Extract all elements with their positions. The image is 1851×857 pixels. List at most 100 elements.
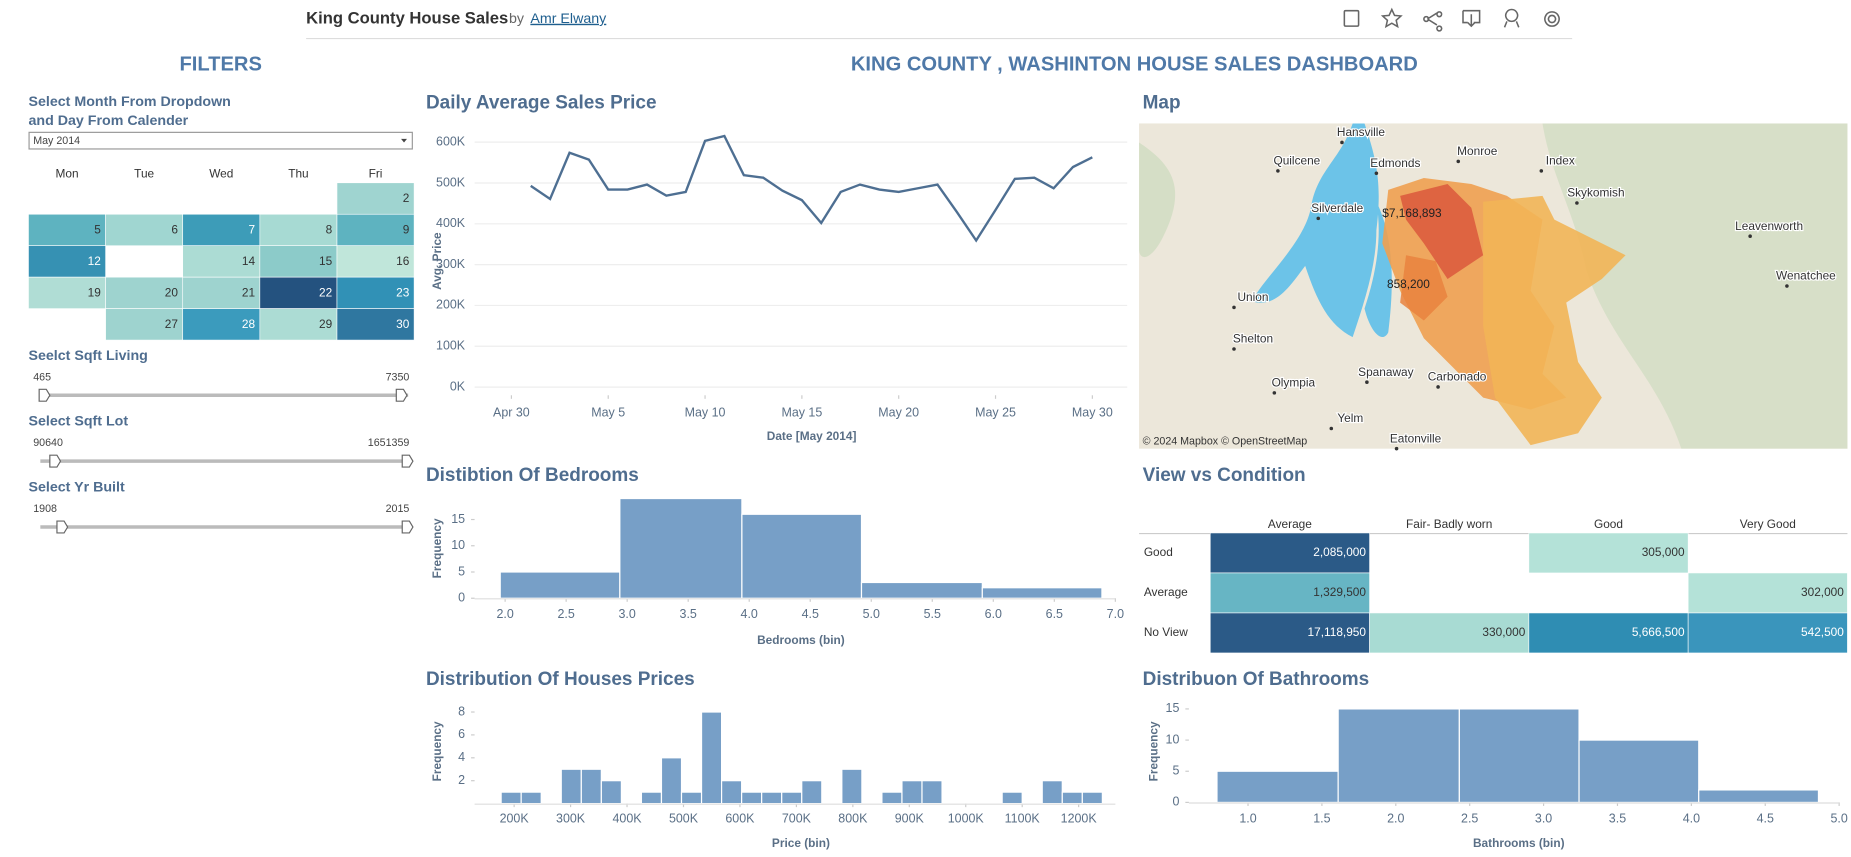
map-attribution: © 2024 Mapbox © OpenStreetMap — [1143, 435, 1308, 447]
calendar-day[interactable] — [336, 213, 415, 247]
calendar-day[interactable] — [182, 245, 261, 278]
calendar-day-number: 19 — [88, 285, 102, 299]
favorite-icon[interactable] — [1380, 7, 1403, 29]
cell-label: 305,000 — [1642, 545, 1685, 559]
price-line — [530, 134, 1093, 243]
month-prompt: and Day From Calender — [28, 113, 188, 129]
cell-label: 542,500 — [1801, 625, 1844, 639]
x-axis-label: Bathrooms (bin) — [1473, 836, 1565, 850]
x-axis-label: Bedrooms (bin) — [757, 633, 845, 647]
calendar-day[interactable] — [105, 213, 184, 247]
x-tick-label: 2.5 — [557, 607, 574, 621]
dashboard-title: KING COUNTY , WASHINTON HOUSE SALES DASH… — [851, 54, 1418, 76]
place-name: Skykomish — [1567, 186, 1624, 200]
share-icon[interactable] — [1423, 11, 1443, 32]
author-link[interactable]: Amr Elwany — [530, 11, 607, 27]
x-tick-label: 1200K — [1061, 811, 1098, 825]
calendar-day-number: 16 — [396, 254, 410, 268]
histogram-bar — [499, 571, 621, 599]
y-tick-label: 10 — [451, 538, 465, 552]
heatmap-cell — [1687, 572, 1848, 614]
calendar-day[interactable] — [28, 276, 106, 309]
map-county — [1400, 183, 1484, 279]
place-dot — [1276, 169, 1280, 173]
place-dot — [1329, 426, 1334, 431]
calendar-day[interactable] — [105, 276, 184, 309]
calendar-day-number: 30 — [396, 317, 410, 331]
x-tick-label: Apr 30 — [493, 405, 530, 419]
cell-label: 302,000 — [1801, 585, 1844, 599]
x-tick-label: 5.5 — [924, 607, 941, 621]
place-name: Hansville — [1337, 125, 1386, 139]
calendar-day[interactable] — [182, 213, 261, 247]
y-tick-label: 600K — [436, 134, 466, 148]
place-dot — [1316, 216, 1321, 221]
place-name: Monroe — [1457, 144, 1498, 158]
y-tick-label: 6 — [458, 727, 465, 741]
filters-title: FILTERS — [179, 54, 261, 76]
slider-handle[interactable] — [56, 520, 69, 534]
calendar-day[interactable] — [336, 276, 415, 309]
x-tick-label: 600K — [725, 811, 755, 825]
slider-handle[interactable] — [49, 454, 62, 468]
histogram-bar — [1698, 789, 1820, 803]
slider-handle[interactable] — [38, 388, 51, 402]
histogram-bar — [801, 780, 823, 805]
calendar-day[interactable] — [105, 308, 184, 341]
month-dropdown[interactable] — [28, 131, 413, 150]
download-icon[interactable] — [1462, 9, 1481, 28]
calendar-day[interactable] — [259, 276, 338, 309]
calendar-day[interactable] — [259, 245, 338, 278]
calendar-day-number: 7 — [248, 222, 255, 236]
calendar-day[interactable] — [336, 308, 415, 341]
slider-label: Select Sqft Lot — [28, 414, 128, 430]
weekday-label: Fri — [369, 167, 383, 181]
place-name: Leavenworth — [1735, 219, 1803, 233]
slider-min: 1908 — [33, 503, 57, 515]
place-name: Shelton — [1233, 332, 1273, 346]
calendar-day[interactable] — [182, 308, 261, 341]
x-tick-label: 5.0 — [1830, 811, 1847, 825]
x-tick-label: 4.0 — [1683, 811, 1700, 825]
edit-icon[interactable] — [1343, 9, 1360, 27]
month-value: May 2014 — [33, 135, 80, 147]
place-name: Eatonville — [1390, 431, 1442, 445]
x-tick-label: 500K — [669, 811, 699, 825]
calendar-day[interactable] — [182, 276, 261, 309]
calendar-day-number: 23 — [396, 285, 410, 299]
y-tick-label: 500K — [436, 175, 466, 189]
histogram-bar — [680, 791, 703, 805]
place-name: Carbonado — [1428, 370, 1487, 384]
settings-icon[interactable] — [1544, 11, 1560, 27]
calendar-day[interactable] — [336, 245, 415, 278]
y-tick-label: 200K — [436, 298, 466, 312]
histogram-bar — [1041, 780, 1063, 805]
chart-title: Distribuon Of Bathrooms — [1143, 669, 1370, 690]
histogram-bar — [860, 581, 983, 599]
slider-handle[interactable] — [401, 520, 414, 534]
place-name: Index — [1546, 154, 1575, 168]
histogram-bar — [741, 513, 863, 599]
calendar-day[interactable] — [259, 213, 338, 247]
y-tick-label: 100K — [436, 339, 466, 353]
cell-label: 1,329,500 — [1313, 585, 1366, 599]
x-tick-label: 300K — [556, 811, 586, 825]
place-name: Olympia — [1272, 376, 1316, 390]
y-tick-label: 300K — [436, 257, 466, 271]
map-county — [1400, 255, 1448, 321]
place-name: Union — [1237, 290, 1268, 304]
slider-handle[interactable] — [395, 388, 408, 402]
calendar-day-number: 15 — [319, 254, 333, 268]
y-tick-label: 15 — [451, 512, 465, 526]
column-header: Average — [1268, 517, 1312, 531]
weekday-label: Thu — [288, 167, 308, 181]
metrics-icon[interactable] — [1503, 8, 1520, 28]
chart-title: Daily Average Sales Price — [426, 92, 657, 113]
place-dot — [1785, 284, 1789, 288]
calendar-day[interactable] — [28, 245, 106, 278]
x-tick-label: 900K — [895, 811, 925, 825]
slider-handle[interactable] — [401, 454, 414, 468]
place-dot — [1456, 159, 1461, 164]
x-tick-label: 4.5 — [802, 607, 819, 621]
x-tick-label: May 20 — [878, 405, 919, 419]
